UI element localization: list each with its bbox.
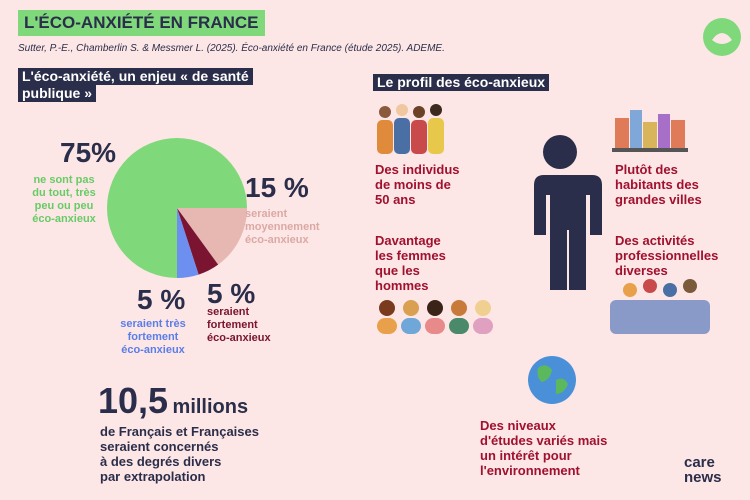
text-line: éco-anxieux [207, 332, 271, 344]
pie-slice [107, 138, 247, 278]
logo [712, 33, 732, 44]
citation: Sutter, P.-E., Chamberlin S. & Messmer L… [18, 43, 445, 54]
text-line: éco-anxieux [245, 234, 309, 246]
text-line: seraient concernés [100, 439, 219, 454]
slice-label: seraient moyennement éco-anxieux [245, 208, 320, 247]
text-line: moyennement [245, 221, 320, 233]
text-line: hommes [375, 278, 429, 293]
globe-icon [537, 365, 568, 394]
text-line: du tout, très [32, 187, 96, 199]
text-line: 50 ans [375, 192, 416, 207]
text-line: fortement [207, 319, 258, 331]
text-line: ne sont pas [33, 174, 95, 186]
person-icon [543, 135, 577, 169]
slice-label: ne sont pas du tout, très peu ou peu éco-an… [14, 174, 114, 226]
city-icon [612, 110, 688, 152]
text-line: peu ou peu [34, 200, 94, 212]
globe-icon [528, 356, 576, 404]
text-line: par extrapolation [100, 469, 206, 484]
section-heading: Le profil des éco-anxieux [373, 74, 550, 91]
text-line: seraient [207, 306, 250, 318]
text-line: les femmes [375, 248, 446, 263]
value-label: 15 % [245, 172, 309, 203]
text-line: seraient très [120, 318, 186, 330]
women-icon [377, 300, 493, 334]
text-line: l'environnement [480, 463, 580, 478]
stat-text: de Français et Françaises seraient concer… [100, 424, 259, 484]
profile-item: Plutôt des habitants des grandes villes [615, 162, 702, 207]
text-line: Davantage [375, 233, 441, 248]
slice-label: seraient très fortement éco-anxieux [108, 318, 198, 357]
text-line: grandes villes [615, 192, 702, 207]
profile-item: Des individus de moins de 50 ans [375, 162, 460, 207]
value-label: 5 % [137, 284, 186, 315]
people-icon [377, 104, 444, 154]
text-line: habitants des [615, 177, 699, 192]
text-line: Des activités [615, 233, 695, 248]
slice-label: seraient fortement éco-anxieux [207, 306, 271, 345]
text-line: L'éco-anxiété, un enjeu « de santé [18, 68, 253, 85]
value-label: 5 % [207, 278, 256, 309]
text-line: de moins de [375, 177, 451, 192]
stat: 10,5 millions [98, 380, 248, 422]
section-heading: L'éco-anxiété, un enjeu « de santé publiq… [18, 68, 253, 102]
stat-number: 10,5 [98, 380, 169, 421]
text-line: Des niveaux [480, 418, 556, 433]
person-icon [528, 175, 602, 290]
text-line: d'études variés mais [480, 433, 608, 448]
profile-item: Davantage les femmes que les hommes [375, 233, 446, 293]
text-line: news [684, 469, 722, 486]
text-line: éco-anxieux [32, 213, 96, 225]
text-line: à des degrés divers [100, 454, 222, 469]
pie-slice [177, 208, 219, 275]
text-line: éco-anxieux [121, 344, 185, 356]
text-line: Des individus [375, 162, 460, 177]
text-line: care [684, 454, 715, 471]
stat-unit: millions [172, 396, 249, 418]
text-line: diverses [615, 263, 668, 278]
decor [377, 18, 741, 404]
text-line: de Français et Françaises [100, 424, 259, 439]
text-line: fortement [127, 331, 179, 343]
pie-slice [177, 208, 247, 265]
pie-slice [177, 208, 199, 278]
value-label: 75% [60, 137, 117, 168]
title: L'ÉCO-ANXIÉTÉ EN FRANCE [18, 10, 265, 36]
text-line: un intérêt pour [480, 448, 572, 463]
text-line: publique » [18, 85, 96, 102]
text-line: seraient [245, 208, 288, 220]
profile-item: Des activités professionnelles diverses [615, 233, 718, 278]
brand-logo: care news [684, 455, 722, 485]
text-line: professionnelles [615, 248, 719, 263]
profile-item: Des niveaux d'études variés mais un intérê… [480, 418, 607, 478]
text-line: que les [375, 263, 420, 278]
workers-icon [610, 279, 710, 334]
text-line: Plutôt des [615, 162, 678, 177]
